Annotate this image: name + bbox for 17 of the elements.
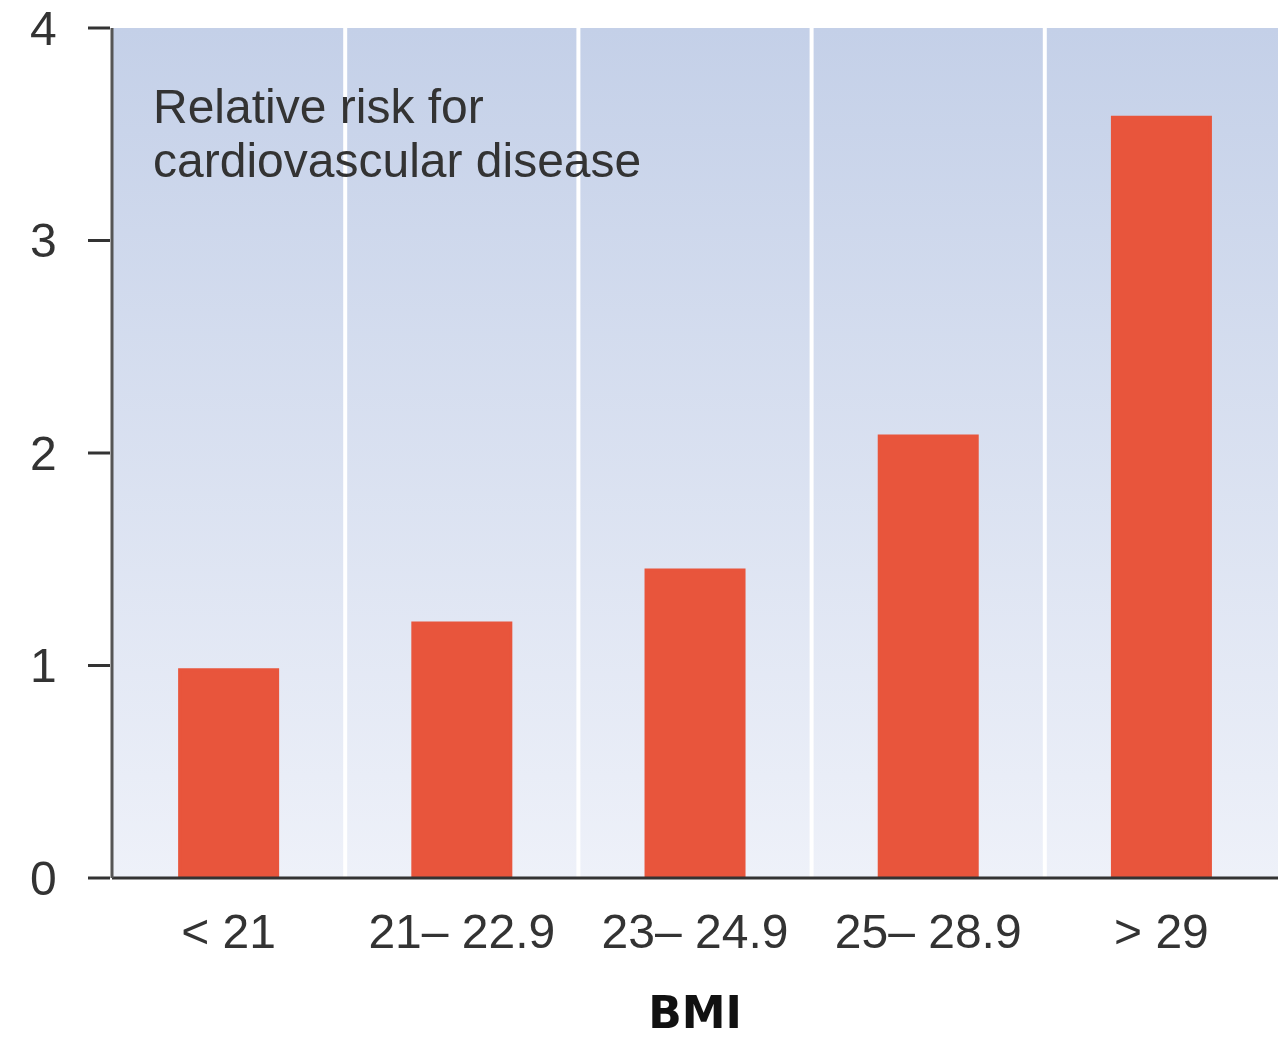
y-tick-label: 3 xyxy=(30,214,57,268)
y-tick-label: 1 xyxy=(30,639,57,693)
x-tick-label: > 29 xyxy=(1114,905,1209,959)
x-tick-label: 23– 24.9 xyxy=(601,905,789,959)
x-axis-title: BMI xyxy=(648,987,742,1038)
text: Relative risk for cardiovascular disease xyxy=(153,80,643,188)
y-tick-label: 2 xyxy=(30,426,57,480)
bar xyxy=(1110,115,1212,878)
y-tick-label: 0 xyxy=(30,851,57,905)
x-tick-label: 21– 22.9 xyxy=(368,905,556,959)
y-tick-label: 4 xyxy=(30,1,57,55)
bar xyxy=(411,621,513,878)
x-tick-label: < 21 xyxy=(181,905,276,959)
bar xyxy=(178,668,280,878)
bar xyxy=(644,568,746,878)
bar xyxy=(877,434,979,878)
x-tick-label: 25– 28.9 xyxy=(834,905,1022,959)
